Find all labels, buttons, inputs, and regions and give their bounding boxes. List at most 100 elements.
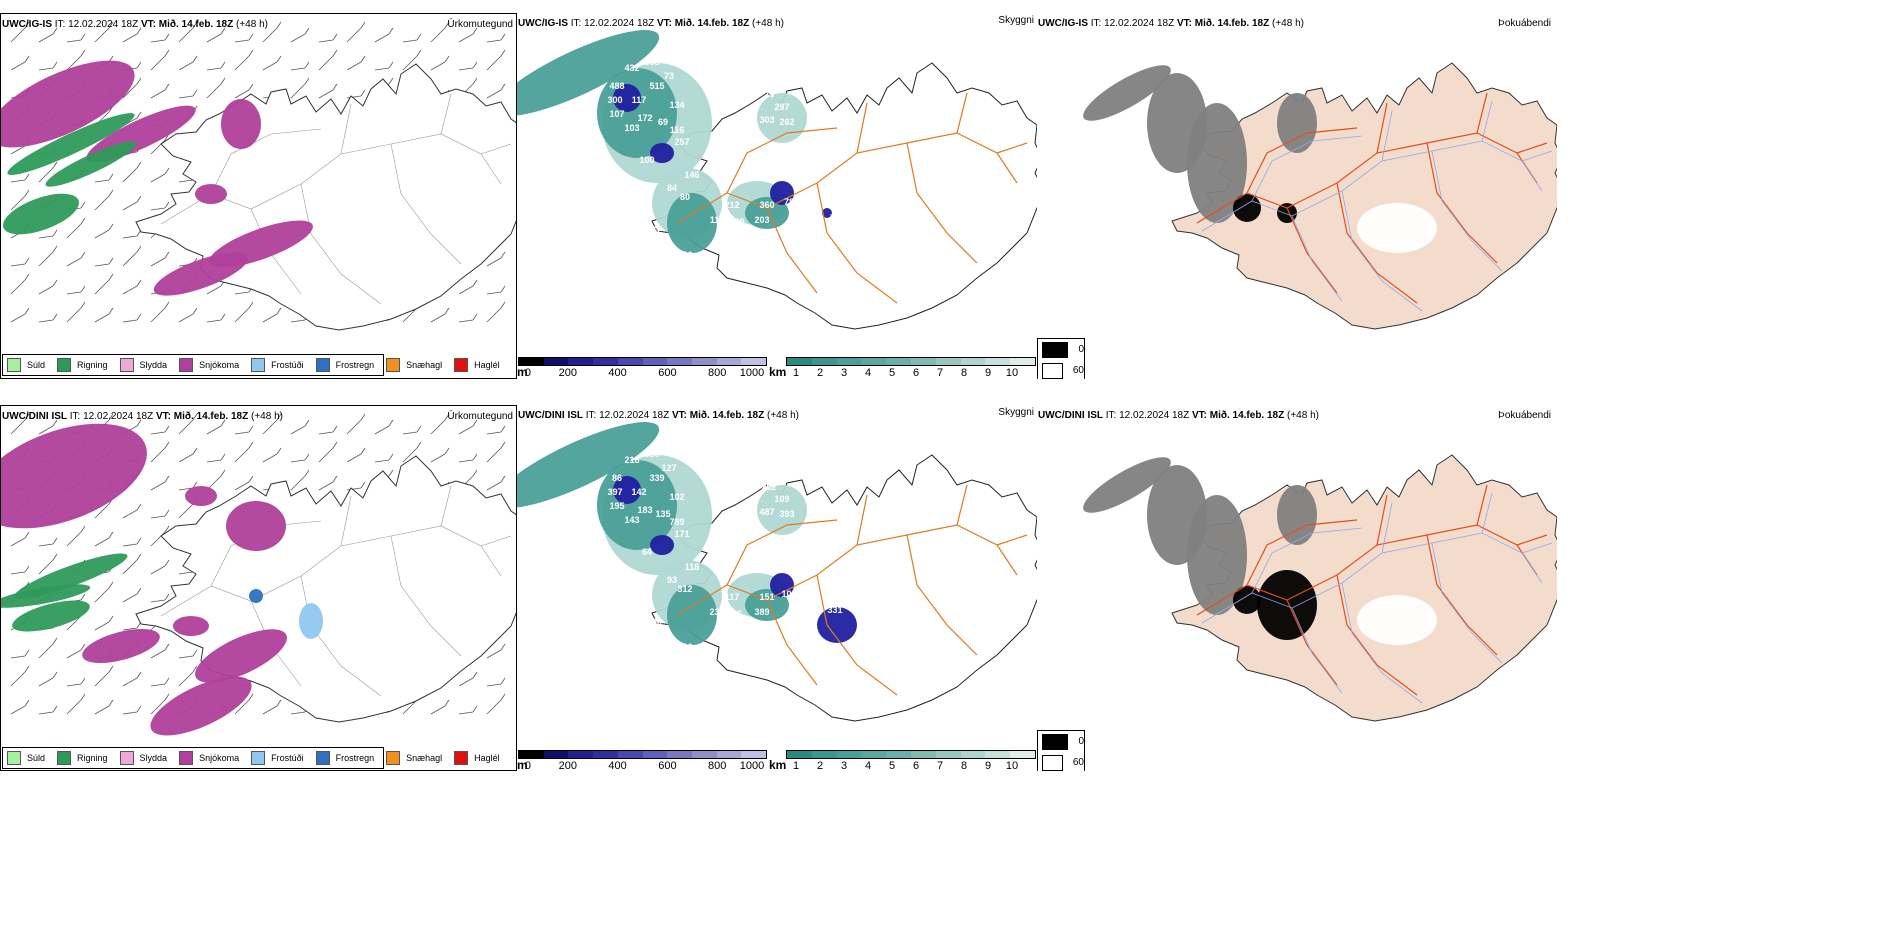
- colorbar-cell: [716, 358, 742, 365]
- legend-label: Haglél: [474, 753, 500, 763]
- wind-barb-flag: [80, 251, 86, 259]
- wind-barb-flag: [80, 301, 86, 309]
- wind-barb: [206, 33, 222, 43]
- wind-barb-flag: [24, 665, 30, 673]
- wind-barb: [122, 319, 138, 323]
- fog-legend-label: 60: [1072, 365, 1084, 376]
- wind-barb-flag: [52, 553, 58, 561]
- visibility-value-label: 171: [674, 529, 689, 539]
- visibility-value-label: 135: [655, 509, 670, 519]
- visibility-value-label: 75: [830, 213, 840, 223]
- wind-barb: [486, 89, 502, 99]
- visibility-value-label: 117: [632, 95, 647, 105]
- fog-index-high: [1257, 570, 1317, 640]
- colorbar-cell: [985, 358, 1011, 365]
- wind-barb: [486, 257, 502, 267]
- wind-barb: [486, 431, 502, 435]
- colorbar-cell: [568, 358, 594, 365]
- wind-barb-flag: [304, 469, 310, 477]
- visibility-value-label: 78: [784, 197, 794, 207]
- wind-barb-flag: [388, 61, 394, 69]
- wind-barb: [94, 621, 110, 631]
- fog-band: [517, 422, 660, 508]
- fog-legend-row: 0: [1038, 339, 1084, 360]
- visibility-value-label: 252: [761, 482, 776, 492]
- wind-barb: [318, 481, 334, 491]
- visibility-value-label: 74: [764, 90, 774, 100]
- wind-barb: [38, 67, 54, 71]
- road-line: [766, 599, 818, 686]
- colorbar-tick-label: 8: [960, 760, 968, 771]
- wind-barb-flag: [444, 55, 450, 63]
- precip-map-2: [1, 413, 516, 736]
- wind-barb-flag: [136, 553, 142, 561]
- wind-barb-flag: [248, 475, 254, 483]
- colorbar-tick-label: 2: [816, 367, 824, 379]
- wind-barb: [66, 223, 82, 239]
- wind-barb-flag: [500, 285, 506, 293]
- iceland-coastline: [651, 454, 1037, 722]
- legend-swatch: [57, 751, 72, 765]
- wind-barb-flag: [108, 413, 114, 421]
- wind-barb-flag: [136, 587, 142, 595]
- wind-barb: [122, 543, 138, 547]
- precip-panel-1: UWC/IG-IS IT: 12.02.2024 18Z VT: Mið. 14…: [0, 13, 517, 379]
- road-line: [816, 182, 898, 304]
- wind-barb-flag: [248, 425, 254, 433]
- wind-barb: [178, 179, 194, 183]
- fog-map-1: [1083, 62, 1557, 330]
- wind-barb: [94, 263, 110, 267]
- wind-barb-flag: [500, 441, 506, 449]
- wind-barb: [150, 431, 166, 435]
- visibility-value-label: 360: [759, 200, 774, 210]
- legend-swatch: [179, 751, 194, 765]
- road-line: [1476, 484, 1488, 526]
- visibility-value-label: 88: [652, 637, 662, 647]
- wind-barb-flag: [276, 307, 282, 315]
- wind-barb: [402, 55, 418, 71]
- wind-barb-flag: [108, 273, 114, 281]
- wind-barb-flag: [472, 671, 478, 679]
- wind-barb-flag: [108, 699, 114, 707]
- visibility-low: [613, 476, 641, 504]
- visibility-value-label: 636: [677, 250, 692, 260]
- panel-variable-name: Skyggni: [998, 407, 1034, 418]
- wind-barb-flag: [388, 469, 394, 477]
- legend-swatch: [7, 751, 21, 765]
- colorbar-ticks: 1 2 3 4 5 6 7 8 9 10: [786, 759, 1036, 771]
- wind-barb: [346, 95, 362, 99]
- colorbar-tick-label: 6: [912, 760, 920, 771]
- road-line: [440, 93, 452, 135]
- wind-barb-flag: [80, 33, 86, 41]
- colorbar-cell: [836, 751, 862, 758]
- visibility-value-label: 203: [754, 215, 769, 225]
- wind-barb-flag: [164, 677, 170, 685]
- wind-barb-flag: [192, 21, 198, 29]
- visibility-value-label: 934: [659, 273, 674, 283]
- legend-label: Slydda: [139, 360, 168, 370]
- visibility-value-label: 393: [779, 509, 794, 519]
- wind-barb-flag: [192, 89, 198, 97]
- wind-barb: [486, 683, 502, 687]
- road-line: [1251, 527, 1363, 594]
- colorbar-cell: [1010, 751, 1035, 758]
- wind-barb-flag: [332, 475, 338, 483]
- colorbar-cell: [910, 358, 936, 365]
- wind-barb: [486, 481, 502, 491]
- wind-barb-flag: [500, 49, 506, 57]
- legend-label: Frostregn: [335, 753, 375, 763]
- wind-barb: [94, 313, 110, 323]
- wind-barb-flag: [136, 313, 142, 321]
- visibility-value-label: 109: [774, 494, 789, 504]
- visibility-value-label: 237: [709, 607, 724, 617]
- legend-item: Slydda: [119, 358, 168, 372]
- wind-barb: [290, 319, 306, 323]
- wind-barb-flag: [24, 273, 30, 281]
- wind-barb-flag: [500, 643, 506, 651]
- fog-panel-2: UWC/DINI ISL IT: 12.02.2024 18Z VT: Mið.…: [1037, 405, 1557, 771]
- wind-barb: [430, 27, 446, 43]
- wind-barb: [262, 313, 278, 323]
- colorbar-tick-label: 3: [840, 367, 848, 379]
- wind-barb: [402, 307, 418, 323]
- wind-barb: [318, 89, 334, 99]
